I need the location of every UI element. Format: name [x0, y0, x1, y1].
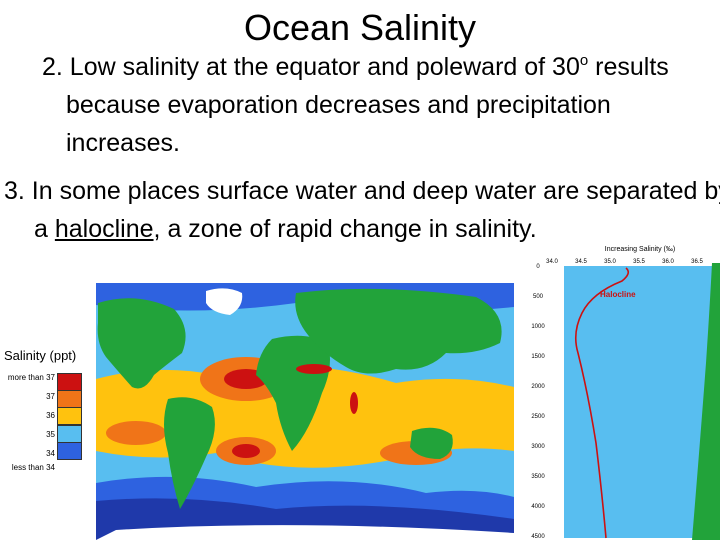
- legend-label: 34: [46, 449, 55, 458]
- legend-label: 35: [46, 430, 55, 439]
- point2-text-cont: results because evaporation decreases an…: [66, 53, 669, 157]
- y-tick-label: 1500: [531, 354, 545, 360]
- x-tick-label: 35.0: [604, 259, 616, 265]
- profile-title: Increasing Salinity (‰): [605, 246, 675, 253]
- x-tick-label: 36.0: [662, 259, 674, 265]
- legend-title: Salinity (ppt): [4, 348, 77, 363]
- point3-text-cont: , a zone of rapid change in salinity.: [153, 215, 537, 243]
- halocline-label: Halocline: [600, 290, 636, 299]
- bullet-point-2: 2. Low salinity at the equator and polew…: [42, 48, 716, 162]
- y-tick-label: 2500: [531, 414, 545, 420]
- legend-swatch: [57, 442, 82, 460]
- profile-plot-area: [564, 266, 720, 538]
- legend-label: more than 37: [7, 373, 55, 382]
- halocline-profile-graphic: Increasing Salinity (‰) 34.0 34.5 35.0 35.5 3…: [522, 243, 720, 540]
- point3-text: 3. In some places surface water and deep…: [4, 177, 720, 243]
- y-tick-label: 3500: [531, 474, 545, 480]
- y-tick-label: 4000: [531, 504, 545, 510]
- x-tick-label: 34.5: [575, 259, 587, 265]
- degree-superscript: o: [579, 52, 589, 69]
- x-tick-label: 36.5: [691, 259, 703, 265]
- y-tick-label: 0: [536, 264, 540, 270]
- legend-swatch: [57, 425, 82, 443]
- halocline-term: halocline: [54, 215, 154, 243]
- y-tick-label: 2000: [531, 384, 545, 390]
- legend-label: 36: [46, 411, 55, 420]
- legend-swatch: [57, 407, 82, 425]
- y-tick-label: 3000: [531, 444, 545, 450]
- salinity-map-graphic: [96, 283, 514, 540]
- point2-text: 2. Low salinity at the equator and polew…: [42, 53, 580, 81]
- salinity-legend: Salinity (ppt) more than 37 37 36 35 34 less …: [0, 345, 92, 475]
- y-tick-label: 4500: [531, 534, 545, 540]
- x-tick-label: 34.0: [546, 259, 558, 265]
- x-tick-label: 35.5: [633, 259, 645, 265]
- salinity-curve: [574, 267, 630, 539]
- legend-swatch: [57, 373, 82, 391]
- salinity-depth-profile: Increasing Salinity (‰) 34.0 34.5 35.0 35.5 3…: [522, 243, 720, 540]
- legend-label: 37: [46, 392, 55, 401]
- profile-land-edge: [692, 263, 720, 540]
- y-tick-label: 1000: [531, 324, 545, 330]
- y-tick-label: 500: [533, 294, 544, 300]
- legend-swatch: [57, 390, 82, 408]
- world-salinity-map: [96, 283, 514, 540]
- slide-title: Ocean Salinity: [243, 7, 477, 48]
- legend-label: less than 34: [11, 463, 55, 472]
- bullet-point-3: 3. In some places surface water and deep…: [4, 172, 720, 248]
